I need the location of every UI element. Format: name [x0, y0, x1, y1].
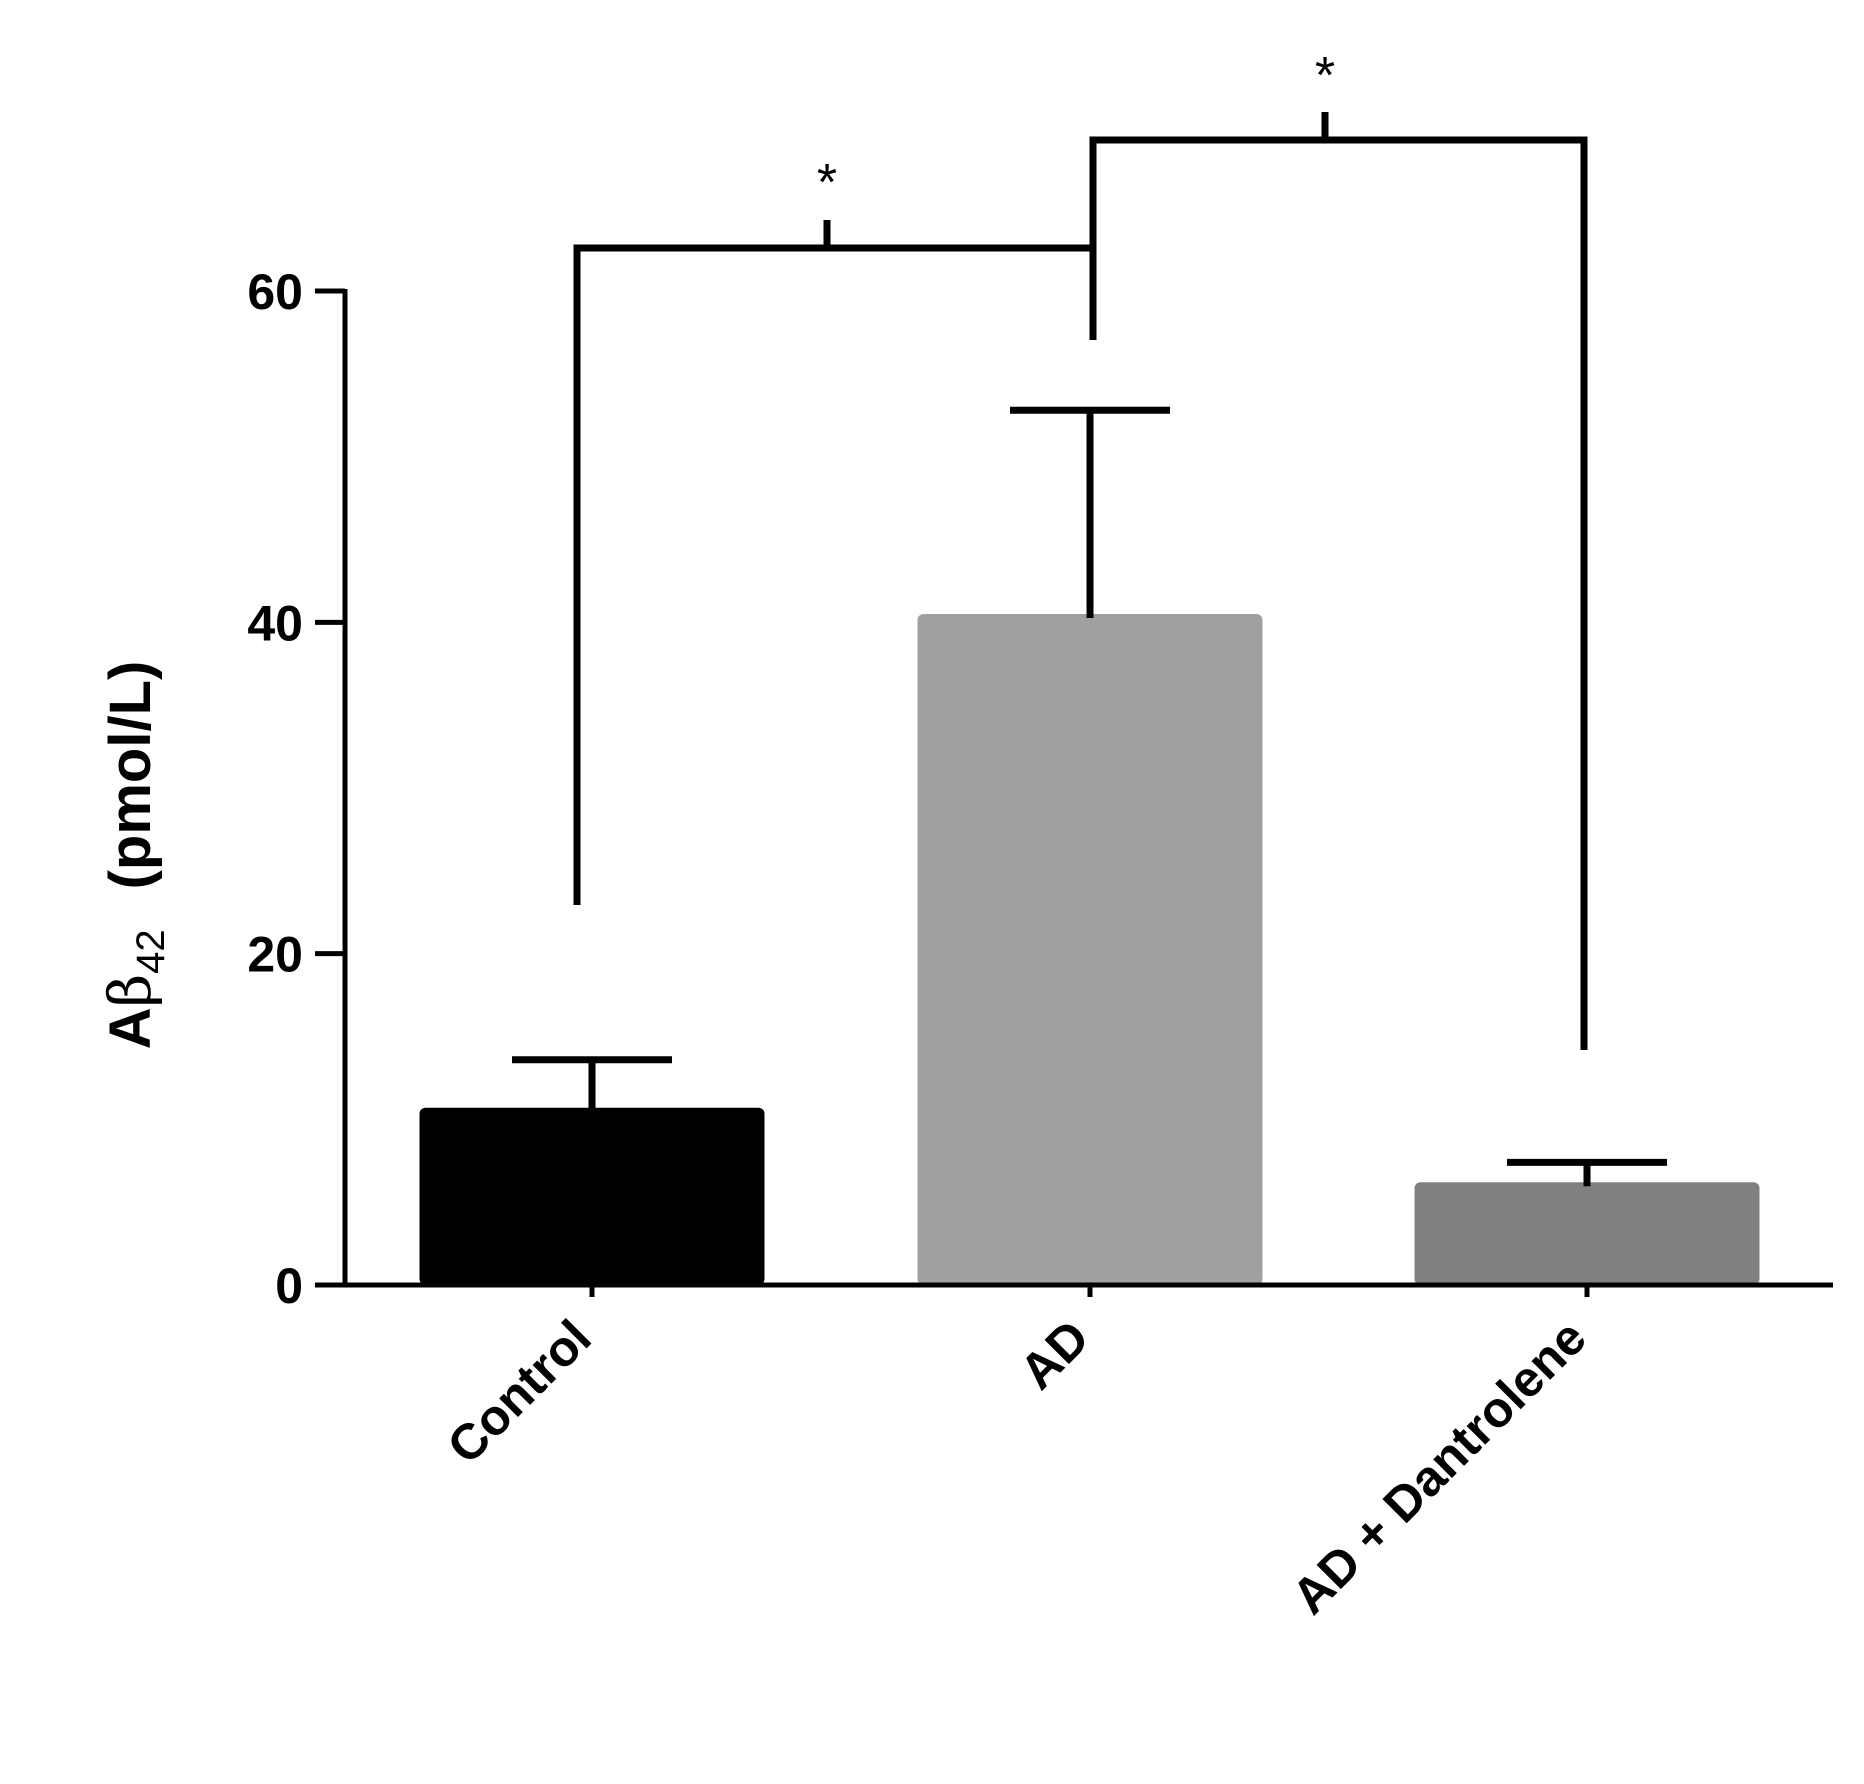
y-axis-label-prefix: A: [98, 1007, 163, 1049]
y-tick-label-40: 40: [247, 595, 303, 651]
bar-ad-dantrolene: [1414, 1182, 1760, 1285]
y-ticks-layer: 0 20 40 60: [247, 264, 1590, 1314]
x-category-labels-layer: Control AD AD + Dantrolene: [437, 1309, 1597, 1625]
y-axis-label-greek: β: [96, 974, 164, 1008]
bar-control: [419, 1107, 765, 1285]
significance-star-0: *: [817, 154, 837, 212]
significance-bracket-1: [1089, 136, 1588, 1050]
x-category-label-2: AD + Dantrolene: [1281, 1309, 1597, 1625]
x-category-label-0: Control: [437, 1309, 602, 1474]
bars-layer: [419, 614, 1760, 1285]
significance-brackets-layer: **: [573, 47, 1588, 1050]
bar-ad: [917, 614, 1263, 1285]
y-axis-label-unit: (pmol/L): [98, 661, 163, 890]
significance-bracket-0: [573, 244, 1097, 905]
significance-star-1: *: [1315, 47, 1335, 105]
x-category-label-1: AD: [1009, 1309, 1100, 1400]
y-tick-label-0: 0: [275, 1258, 303, 1314]
axes-layer: [315, 289, 1833, 1288]
error-bars-layer: [512, 406, 1667, 1187]
y-tick-label-20: 20: [247, 927, 303, 983]
y-axis-label: Aβ42 (pmol/L): [96, 661, 173, 1050]
y-tick-label-60: 60: [247, 264, 303, 320]
y-axis-label-subscript: 42: [129, 929, 173, 974]
